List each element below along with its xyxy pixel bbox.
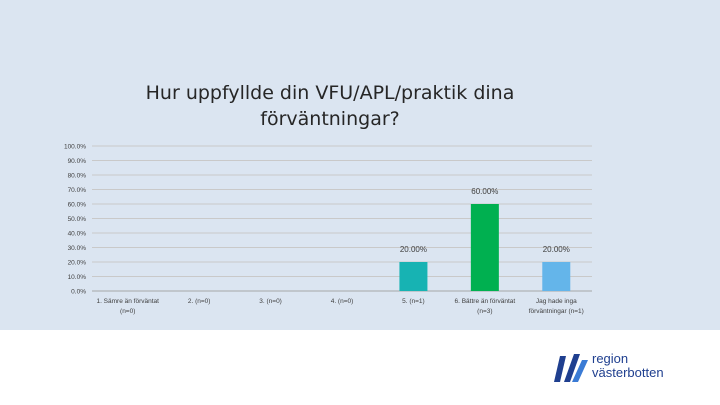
x-tick-label: förväntningar (n=1)	[529, 308, 584, 315]
y-tick-label: 0.0%	[71, 289, 86, 296]
y-tick-label: 80.0%	[68, 173, 87, 180]
logo-text: region västerbotten	[592, 352, 664, 380]
x-tick-label: (n=3)	[477, 308, 492, 315]
data-label: 20.00%	[400, 245, 427, 254]
x-tick-label: 2. (n=0)	[188, 298, 211, 305]
x-tick-label: 4. (n=0)	[331, 298, 354, 305]
x-tick-label: Jag hade inga	[536, 298, 577, 305]
y-tick-label: 100.0%	[64, 144, 86, 151]
x-tick-label: 6. Bättre än förväntat	[455, 298, 516, 305]
bar	[542, 262, 571, 291]
region-vasterbotten-logo-icon	[554, 354, 588, 382]
chart-title: Hur uppfyllde din VFU/APL/praktik dina f…	[130, 80, 530, 132]
y-tick-label: 60.0%	[68, 202, 87, 209]
chart-title-line-1: Hur uppfyllde din VFU/APL/praktik dina	[145, 82, 515, 104]
y-tick-label: 20.0%	[68, 260, 87, 267]
bar-chart: 0.0% 10.0% 20.0% 30.0% 40.0% 50.0% 60.0% 70.0% 8…	[64, 144, 592, 315]
y-tick-label: 10.0%	[68, 274, 87, 281]
x-tick-label: 3. (n=0)	[259, 298, 282, 305]
x-tick-label: (n=0)	[120, 308, 135, 315]
y-tick-label: 70.0%	[68, 187, 87, 194]
bar	[470, 204, 499, 291]
chart-title-line-2: förväntningar?	[260, 108, 400, 130]
y-tick-label: 30.0%	[68, 245, 87, 252]
data-label: 60.00%	[471, 187, 498, 196]
content-panel	[0, 0, 720, 330]
y-tick-label: 90.0%	[68, 158, 87, 165]
y-tick-label: 40.0%	[68, 231, 87, 238]
logo-line-2: västerbotten	[592, 365, 664, 380]
bar	[399, 262, 428, 291]
x-tick-label: 1. Sämre än förväntat	[96, 298, 159, 305]
x-tick-label: 5. (n=1)	[402, 298, 425, 305]
y-tick-label: 50.0%	[68, 216, 87, 223]
logo-line-1: region	[592, 351, 629, 366]
data-label: 20.00%	[543, 245, 570, 254]
